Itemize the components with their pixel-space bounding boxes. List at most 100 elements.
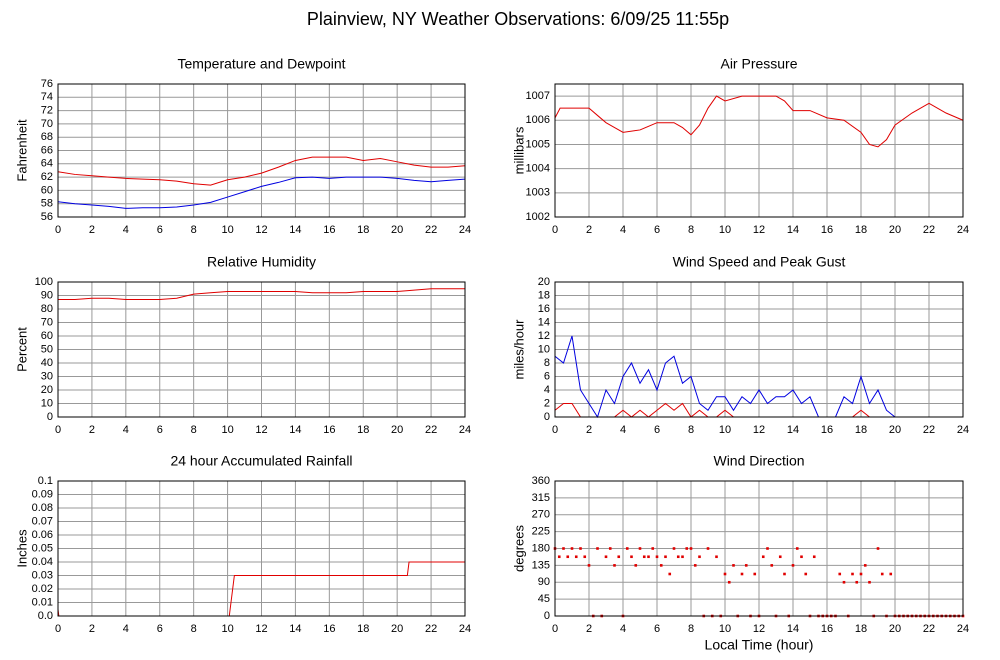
- data-point: [583, 555, 587, 559]
- x-tick-label: 22: [923, 623, 935, 635]
- y-axis-label: Inches: [14, 529, 29, 568]
- x-tick-label: 6: [654, 224, 660, 236]
- y-tick-label: 360: [532, 475, 550, 487]
- y-tick-label: 90: [538, 576, 550, 588]
- x-tick-label: 0: [552, 424, 558, 436]
- data-line: [58, 288, 465, 301]
- y-tick-label: 74: [41, 91, 53, 103]
- y-tick-label: 18: [538, 289, 550, 301]
- x-tick-label: 6: [157, 424, 163, 436]
- y-tick-label: 180: [532, 542, 550, 554]
- data-point: [842, 580, 846, 584]
- x-tick-label: 20: [391, 424, 403, 436]
- x-tick-label: 6: [654, 623, 660, 635]
- x-tick-label: 16: [821, 224, 833, 236]
- x-tick-label: 6: [654, 424, 660, 436]
- y-tick-label: 0.06: [32, 529, 53, 541]
- data-point: [579, 547, 582, 550]
- y-tick-label: 58: [41, 198, 53, 210]
- x-tick-label: 2: [586, 224, 592, 236]
- x-tick-label: 14: [289, 424, 301, 436]
- x-tick-label: 22: [923, 224, 935, 236]
- x-tick-label: 10: [221, 424, 233, 436]
- y-tick-label: 8: [544, 357, 550, 369]
- data-point: [876, 547, 880, 550]
- data-point: [651, 547, 655, 550]
- x-tick-label: 2: [89, 623, 95, 635]
- plot-frame: [554, 83, 964, 218]
- y-tick-label: 56: [41, 211, 53, 223]
- data-point: [795, 547, 799, 550]
- x-tick-label: 16: [821, 623, 833, 635]
- y-tick-label: 50: [41, 343, 53, 355]
- y-tick-label: 0.05: [32, 542, 53, 554]
- x-tick-label: 12: [753, 224, 765, 236]
- plot-frame: [554, 281, 964, 418]
- y-tick-label: 62: [41, 171, 53, 183]
- x-tick-label: 12: [255, 424, 267, 436]
- y-tick-label: 72: [41, 105, 53, 117]
- y-tick-label: 20: [41, 384, 53, 396]
- x-tick-label: 6: [157, 623, 163, 635]
- y-tick-label: 10: [41, 397, 53, 409]
- x-tick-label: 2: [89, 224, 95, 236]
- data-point: [868, 580, 871, 584]
- y-tick-label: 14: [538, 316, 550, 328]
- data-point: [698, 555, 701, 559]
- x-tick-label: 24: [459, 623, 471, 635]
- x-tick-label: 14: [787, 424, 799, 436]
- y-tick-label: 10: [538, 343, 550, 355]
- y-tick-label: 0: [47, 411, 53, 423]
- y-tick-label: 0.01: [32, 596, 53, 608]
- data-point: [596, 547, 599, 550]
- y-tick-label: 0.02: [32, 583, 53, 595]
- x-tick-label: 12: [255, 623, 267, 635]
- y-tick-label: 1004: [526, 163, 550, 175]
- y-tick-label: 1005: [526, 138, 550, 150]
- x-tick-label: 18: [855, 224, 867, 236]
- data-point: [638, 547, 642, 550]
- data-point: [587, 564, 591, 567]
- data-point: [676, 555, 680, 559]
- y-axis-label: Fahrenheit: [14, 119, 29, 182]
- data-point: [753, 572, 757, 576]
- x-tick-label: 22: [425, 623, 437, 635]
- y-tick-label: 45: [538, 593, 550, 605]
- x-tick-label: 10: [719, 623, 731, 635]
- x-tick-label: 10: [221, 224, 233, 236]
- data-point: [681, 555, 684, 559]
- x-tick-label: 20: [391, 623, 403, 635]
- data-point: [761, 555, 765, 559]
- data-point: [740, 572, 744, 576]
- data-point: [613, 564, 616, 567]
- y-tick-label: 60: [41, 330, 53, 342]
- data-point: [863, 564, 867, 567]
- x-tick-label: 24: [459, 424, 471, 436]
- data-point: [851, 572, 854, 576]
- x-tick-label: 8: [191, 424, 197, 436]
- y-axis-label: Percent: [14, 327, 29, 372]
- panel-title: Wind Direction: [713, 453, 804, 469]
- x-tick-label: 18: [357, 224, 369, 236]
- data-point: [642, 555, 646, 559]
- x-tick-label: 4: [123, 224, 129, 236]
- panel-title: Relative Humidity: [207, 254, 316, 270]
- data-point: [723, 572, 727, 576]
- x-tick-label: 20: [889, 424, 901, 436]
- y-tick-label: 76: [41, 78, 53, 90]
- data-point: [668, 572, 672, 576]
- x-tick-label: 16: [323, 623, 335, 635]
- x-tick-label: 12: [255, 224, 267, 236]
- y-tick-label: 1007: [526, 90, 550, 102]
- x-tick-label: 0: [552, 623, 558, 635]
- data-point: [778, 555, 782, 559]
- x-tick-label: 22: [425, 424, 437, 436]
- data-point: [604, 555, 608, 559]
- y-tick-label: 0.04: [32, 556, 53, 568]
- y-tick-label: 16: [538, 303, 550, 315]
- x-tick-label: 10: [221, 623, 233, 635]
- x-tick-label: 0: [55, 224, 61, 236]
- y-axis-label: degrees: [511, 525, 526, 572]
- y-tick-label: 90: [41, 289, 53, 301]
